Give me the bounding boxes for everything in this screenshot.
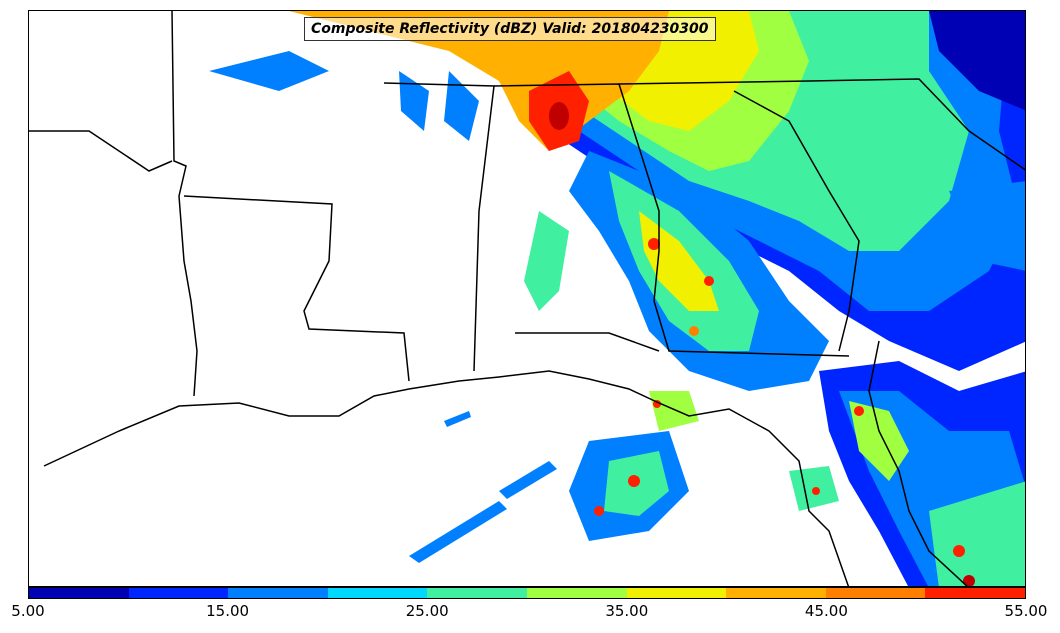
boundaries [29, 11, 1025, 586]
state-border [515, 332, 660, 352]
colorbar-segment [925, 588, 1025, 598]
coastline [29, 130, 173, 172]
storm-cell [963, 575, 975, 586]
echo-line-gulf-2 [499, 461, 557, 499]
echo-line-gulf [409, 501, 507, 563]
state-border [733, 90, 860, 352]
state-border [618, 78, 1025, 171]
storm-cell [854, 406, 864, 416]
colorbar-segment [427, 588, 527, 598]
echo-cells-west [524, 211, 569, 311]
colorbar-tick-label: 5.00 [11, 602, 45, 620]
map-canvas [29, 11, 1025, 586]
storm-cell [653, 400, 661, 408]
echo-core [549, 102, 569, 130]
colorbar-segment [726, 588, 826, 598]
echo-cells-east-2 [949, 181, 1025, 271]
storm-cell [689, 326, 699, 336]
echo-region-south-florida [929, 481, 1025, 586]
storm-cell [628, 475, 640, 487]
map-title: Composite Reflectivity (dBZ) Valid: 2018… [304, 17, 716, 41]
colorbar-segment [228, 588, 328, 598]
colorbar-segment [526, 588, 627, 598]
storm-cell [648, 238, 660, 250]
colorbar-tick-label: 55.00 [1004, 602, 1048, 620]
colorbar-tick-label: 45.00 [804, 602, 848, 620]
echo-cells-west-2 [444, 71, 479, 141]
colorbar-segment [825, 588, 926, 598]
coastline [43, 370, 850, 586]
echo-cells-gulf-2 [649, 391, 699, 431]
colorbar-segment [327, 588, 428, 598]
echo-cells-west-3 [399, 71, 429, 131]
radar-map [28, 10, 1026, 587]
state-border [171, 11, 198, 397]
colorbar-tick-label: 15.00 [206, 602, 250, 620]
state-border [383, 82, 495, 372]
storm-cell [594, 506, 604, 516]
reflectivity-field [209, 11, 1025, 586]
state-border [183, 195, 410, 382]
echo-cells-east [929, 11, 1025, 111]
echo-cells-west-4 [209, 51, 329, 91]
colorbar-tick-label: 35.00 [605, 602, 649, 620]
colorbar-tick-label: 25.00 [405, 602, 449, 620]
colorbar-segment [626, 588, 727, 598]
colorbar [28, 587, 1026, 599]
colorbar-segment [128, 588, 229, 598]
storm-cell [812, 487, 820, 495]
storm-cell [953, 545, 965, 557]
colorbar-segment [29, 588, 129, 598]
coastline [868, 340, 968, 586]
storm-cell [704, 276, 714, 286]
echo-line-gulf-3 [444, 411, 471, 427]
